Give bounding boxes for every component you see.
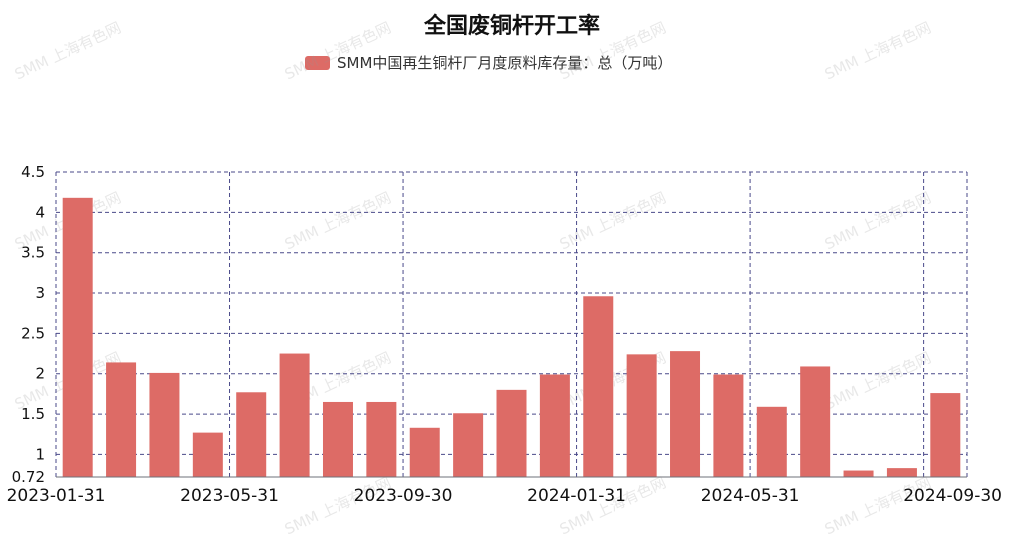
y-tick-label: 1: [35, 445, 45, 463]
y-tick-label: 3: [35, 284, 45, 302]
bar: [930, 393, 961, 477]
bar: [279, 353, 310, 477]
bar-chart: 0.72 1 1.5 2 2.5 3 3.5 4 4.5 2023-01-31 2023-05-31…: [7, 163, 1002, 506]
legend-swatch: [305, 55, 330, 70]
bar: [713, 374, 744, 477]
bar: [453, 413, 484, 477]
y-tick-label: 4: [35, 203, 45, 221]
y-tick-label: 1.5: [21, 405, 45, 423]
bar: [843, 470, 874, 477]
y-tick-label: 0.72: [12, 468, 45, 486]
bar: [756, 406, 787, 477]
bar: [800, 366, 831, 477]
bar: [583, 296, 614, 477]
x-tick-label: 2024-09-30: [903, 486, 1002, 506]
x-tick-label: 2023-05-31: [180, 486, 279, 506]
y-tick-label: 2.5: [21, 324, 45, 342]
bar: [496, 389, 527, 477]
bar: [886, 468, 917, 477]
x-tick-label: 2024-01-31: [527, 486, 626, 506]
y-tick-label: 3.5: [21, 244, 45, 262]
legend[interactable]: SMM中国再生铜杆厂月度原料库存量：总（万吨）: [305, 52, 672, 73]
legend-label: SMM中国再生铜杆厂月度原料库存量：总（万吨）: [337, 54, 673, 72]
bar: [322, 401, 353, 477]
x-tick-label: 2024-05-31: [701, 486, 800, 506]
bar: [149, 372, 180, 477]
bar: [366, 401, 397, 477]
chart-title: 全国废铜杆开工率: [423, 14, 600, 39]
y-tick-label: 2: [35, 365, 45, 383]
bar: [236, 392, 267, 477]
bar: [62, 197, 93, 477]
bar: [626, 354, 657, 477]
bar: [192, 432, 223, 477]
y-tick-label: 4.5: [21, 163, 45, 181]
bar: [670, 351, 701, 477]
bar: [539, 374, 570, 477]
bar: [106, 362, 137, 477]
x-tick-label: 2023-01-31: [7, 486, 106, 506]
bar: [409, 427, 440, 477]
x-tick-label: 2023-09-30: [354, 486, 453, 506]
